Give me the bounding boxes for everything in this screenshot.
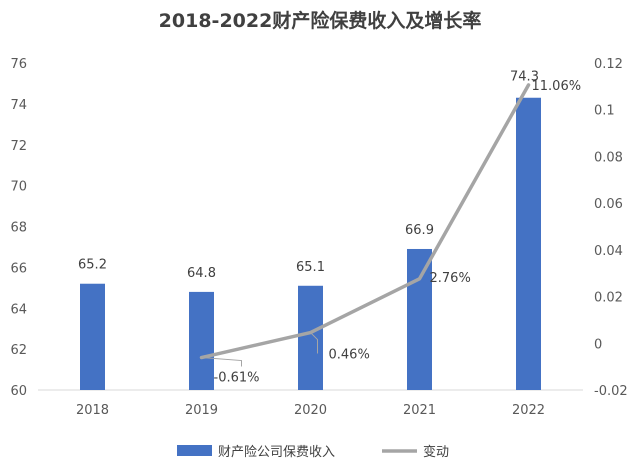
bar-value-label: 65.1 [296, 260, 325, 275]
x-tick-label: 2021 [403, 403, 436, 418]
y-right-tick-label: 0.08 [594, 150, 623, 165]
y-right-tick-label: 0.12 [594, 57, 623, 72]
growth-rate-line [199, 83, 531, 360]
bar-2019 [189, 291, 214, 390]
bar-value-label: 74.3 [510, 70, 539, 85]
legend-bar-label: 财产险公司保费收入 [218, 445, 335, 460]
x-tick-label: 2020 [294, 403, 327, 418]
x-tick-label: 2018 [76, 403, 109, 418]
y-right-tick-label: 0.02 [594, 291, 623, 306]
bar-2022 [516, 97, 541, 391]
bar-2021 [407, 248, 432, 390]
line-value-label: 0.46% [329, 348, 370, 363]
y-right-tick-label: 0.04 [594, 244, 623, 259]
label-leader-line [201, 357, 242, 367]
bar-value-label: 66.9 [405, 223, 434, 238]
y-right-tick-label: -0.02 [594, 384, 628, 399]
bar-value-label: 64.8 [187, 266, 216, 281]
chart-title: 2018-2022财产险保费收入及增长率 [159, 9, 482, 32]
y-right-tick-label: 0.06 [594, 197, 623, 212]
line-value-label: 11.06% [532, 79, 582, 94]
legend-bar-swatch [177, 445, 212, 456]
legend-line-label: 变动 [423, 444, 449, 460]
y-left-tick-label: 76 [10, 57, 27, 72]
y-left-tick-label: 70 [10, 180, 27, 195]
y-left-tick-label: 64 [10, 302, 27, 317]
x-tick-label: 2022 [512, 403, 545, 418]
line-value-label: 2.76% [430, 271, 471, 286]
line-value-label: -0.61% [214, 371, 260, 386]
y-left-tick-label: 68 [10, 221, 27, 236]
bar-2018 [80, 283, 105, 390]
y-left-tick-label: 60 [10, 384, 27, 399]
x-tick-label: 2019 [185, 403, 218, 418]
label-leader-line [310, 332, 318, 354]
y-left-tick-label: 66 [10, 261, 27, 276]
y-left-tick-label: 74 [10, 98, 27, 113]
y-right-tick-label: 0 [594, 337, 602, 352]
y-left-tick-label: 72 [10, 139, 27, 154]
y-left-tick-label: 62 [10, 343, 27, 358]
bar-value-label: 65.2 [78, 258, 107, 273]
bar-2020 [298, 285, 323, 390]
y-right-tick-label: 0.1 [594, 104, 615, 119]
